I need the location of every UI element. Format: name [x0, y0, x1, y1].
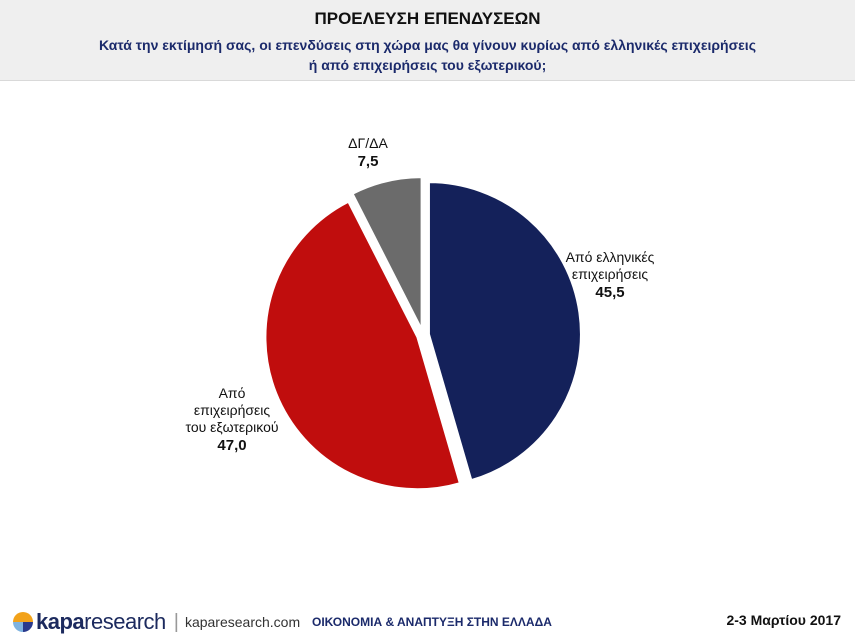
subtitle-line-1: Κατά την εκτίμησή σας, οι επενδύσεις στη…: [99, 37, 756, 53]
slice-label: Από: [219, 385, 246, 401]
logo-separator: |: [173, 610, 179, 633]
pie-labels: Από ελληνικέςεπιχειρήσεις45,5Απόεπιχειρή…: [185, 135, 654, 454]
slice-label: Από ελληνικές: [566, 249, 655, 265]
chart-subtitle: Κατά την εκτίμησή σας, οι επενδύσεις στη…: [0, 35, 855, 75]
subtitle-line-2: ή από επιχειρήσεις του εξωτερικού;: [308, 57, 547, 73]
chart-title: ΠΡΟΕΛΕΥΣΗ ΕΠΕΝΔΥΣΕΩΝ: [314, 9, 541, 28]
survey-date: 2-3 Μαρτίου 2017: [726, 612, 841, 628]
footer: kaparesearch | kaparesearch.com ΟΙΚΟΝΟΜΙ…: [0, 604, 855, 641]
logo-light-text: research: [84, 609, 166, 634]
slice-label: επιχειρήσεις: [572, 266, 648, 282]
slice-value-label: 47,0: [217, 437, 246, 454]
pie-chart: Από ελληνικέςεπιχειρήσεις45,5Απόεπιχειρή…: [185, 135, 655, 491]
logo-wordmark: kaparesearch: [36, 609, 166, 635]
slice-label: του εξωτερικού: [185, 419, 278, 435]
slice-value-label: 7,5: [358, 153, 379, 170]
kapa-research-logo: kaparesearch | kaparesearch.com: [12, 608, 300, 636]
pie-slices: [264, 176, 582, 491]
logo-bold-text: kapa: [36, 609, 85, 634]
slice-label-group: ΔΓ/ΔΑ 7,5: [348, 135, 388, 170]
slice-foreign-companies: [264, 200, 462, 491]
website-link[interactable]: kaparesearch.com: [184, 614, 301, 630]
slice-greek-companies: [427, 181, 582, 482]
logo-mark-icon: [13, 612, 33, 632]
header-bar: ΠΡΟΕΛΕΥΣΗ ΕΠΕΝΔΥΣΕΩΝ Κατά την εκτίμησή σ…: [0, 0, 855, 81]
survey-topic: ΟΙΚΟΝΟΜΙΑ & ΑΝΑΠΤΥΞΗ ΣΤΗΝ ΕΛΛΑΔΑ: [312, 615, 552, 629]
slice-value-label: 45,5: [595, 284, 624, 301]
slice-label: ΔΓ/ΔΑ: [348, 135, 388, 151]
slice-label: επιχειρήσεις: [194, 402, 270, 418]
slice-dont-know: [351, 176, 423, 330]
